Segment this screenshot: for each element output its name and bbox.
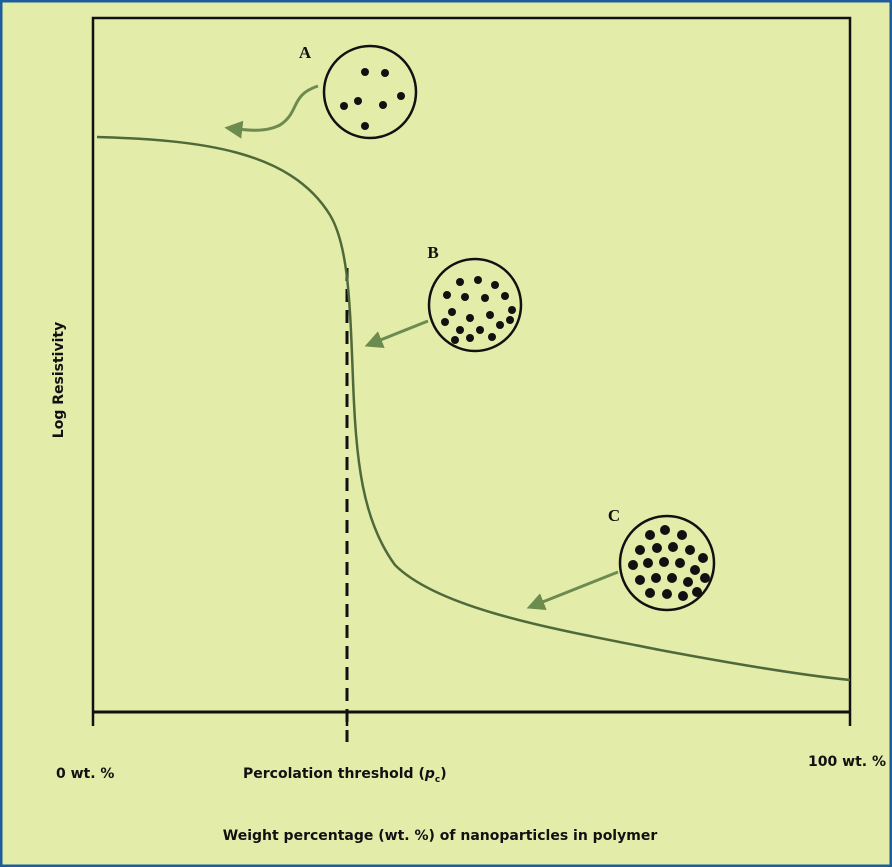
x-end-label: 100 wt. % (808, 754, 886, 770)
x-axis-label: Weight percentage (wt. %) of nanoparticl… (223, 828, 658, 844)
y-axis-label: Log Resistivity (51, 322, 67, 438)
inset-label: A (299, 43, 312, 62)
threshold-text: Percolation threshold ( (243, 766, 425, 782)
inset-label: C (608, 506, 620, 525)
page: {"y_axis_label": "Log Resistivity", "x_a… (0, 0, 892, 867)
inset-label: B (427, 243, 438, 262)
threshold-symbol: p (424, 766, 435, 782)
x-start-label: 0 wt. % (56, 766, 114, 782)
background (1, 1, 891, 866)
threshold-closing: ) (440, 766, 446, 782)
diagram: A B C Log Resistivity 0 wt. % 100 wt. % … (0, 0, 892, 867)
